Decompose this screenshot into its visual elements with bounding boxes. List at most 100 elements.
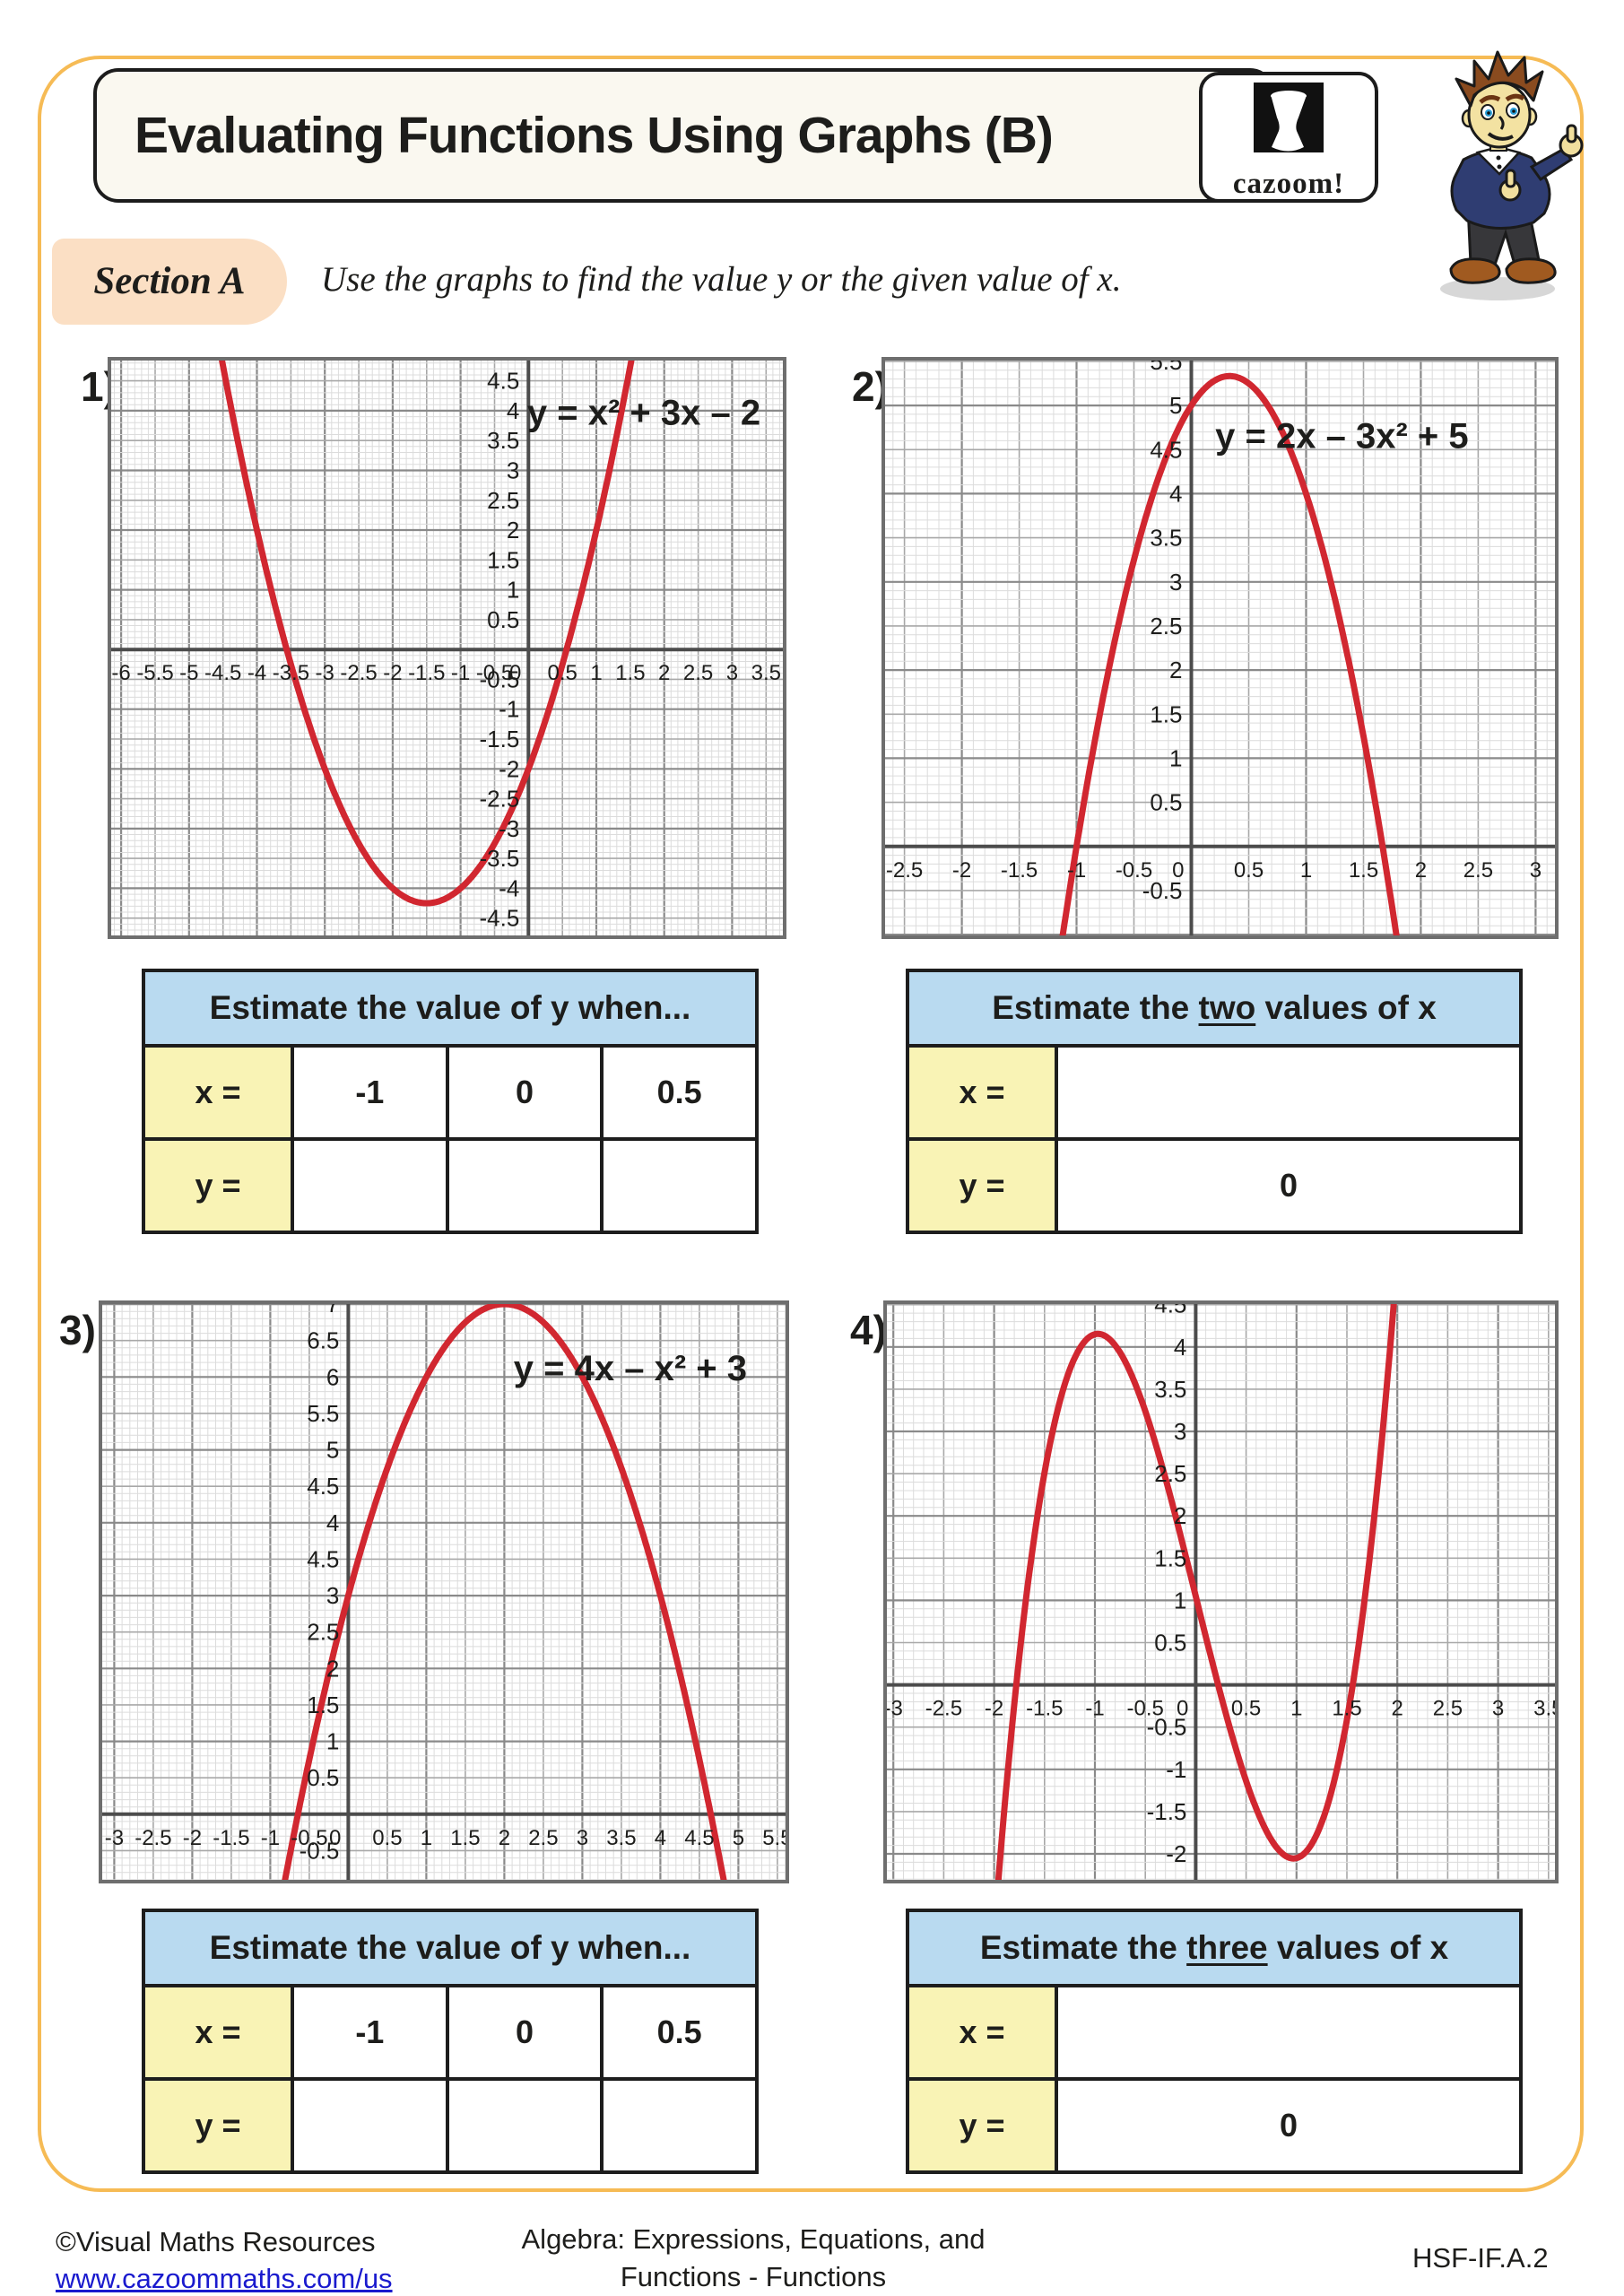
svg-text:1: 1 (421, 1826, 432, 1850)
svg-text:-2: -2 (952, 858, 971, 883)
svg-text:0.5: 0.5 (1231, 1697, 1261, 1721)
svg-text:3.5: 3.5 (487, 427, 519, 454)
svg-text:4: 4 (326, 1509, 339, 1536)
svg-text:2: 2 (1169, 657, 1182, 683)
header-text: Estimate the value of y when... (209, 1929, 691, 1966)
svg-text:0.5: 0.5 (1154, 1630, 1186, 1657)
standard-code: HSF-IF.A.2 (1412, 2242, 1549, 2274)
svg-text:0.5: 0.5 (548, 661, 578, 685)
svg-text:1.5: 1.5 (307, 1692, 339, 1718)
svg-text:0.5: 0.5 (1150, 789, 1182, 816)
svg-text:1: 1 (1174, 1587, 1186, 1613)
svg-text:3: 3 (726, 661, 738, 685)
svg-text:2.5: 2.5 (1433, 1697, 1463, 1721)
svg-text:-1.5: -1.5 (1026, 1697, 1063, 1721)
svg-text:7: 7 (326, 1300, 339, 1318)
svg-text:0: 0 (1172, 858, 1184, 883)
svg-text:2.5: 2.5 (487, 487, 519, 514)
table-header: Estimate the value of y when... (142, 1909, 759, 1987)
svg-text:4.5: 4.5 (307, 1545, 339, 1572)
svg-text:-1.5: -1.5 (1147, 1798, 1187, 1825)
section-instruction: Use the graphs to find the value y or th… (321, 260, 1122, 299)
svg-text:3: 3 (1530, 858, 1541, 883)
answer-cell-empty (1055, 1984, 1523, 2081)
svg-text:-6: -6 (111, 661, 130, 685)
given-value-cell: -1 (291, 1044, 449, 1141)
table-header: Estimate the value of y when... (142, 969, 759, 1048)
svg-text:0.5: 0.5 (1234, 858, 1264, 883)
header-underlined-word: two (1198, 989, 1256, 1026)
svg-text:2.5: 2.5 (1463, 858, 1493, 883)
given-value-cell: 0 (445, 1984, 604, 2081)
cazoom-logo-text: cazoom! (1232, 168, 1345, 200)
svg-text:-2: -2 (985, 1697, 1003, 1721)
svg-text:3: 3 (326, 1582, 339, 1609)
svg-text:4: 4 (1174, 1334, 1186, 1361)
cazoom-logo: cazoom! (1199, 72, 1378, 203)
given-value-cell: 0 (445, 1044, 604, 1141)
svg-text:5.5: 5.5 (1150, 357, 1182, 375)
svg-text:-0.5: -0.5 (291, 1826, 327, 1850)
svg-text:-5: -5 (179, 661, 198, 685)
svg-text:3.5: 3.5 (1154, 1376, 1186, 1403)
svg-text:2: 2 (658, 661, 670, 685)
given-value-cell: 0.5 (600, 1044, 759, 1141)
row-label: x = (142, 1984, 294, 2081)
answer-table-grid: Estimate the value of y when... x = -1 0 0.5… (142, 1909, 759, 2174)
svg-text:0.5: 0.5 (487, 606, 519, 633)
svg-text:1.5: 1.5 (450, 1826, 480, 1850)
svg-text:1.5: 1.5 (487, 546, 519, 573)
svg-text:3: 3 (1492, 1697, 1504, 1721)
svg-text:2.5: 2.5 (683, 661, 713, 685)
answer-cell-empty (445, 1137, 604, 1234)
svg-text:1: 1 (1169, 744, 1182, 771)
given-value-cell: -1 (291, 1984, 449, 2081)
page-accent-border (38, 56, 1584, 2192)
svg-text:2.5: 2.5 (307, 1619, 339, 1646)
svg-text:-3.5: -3.5 (273, 661, 309, 685)
svg-text:-3: -3 (316, 661, 334, 685)
row-label: y = (142, 2077, 294, 2174)
svg-text:0.5: 0.5 (307, 1764, 339, 1791)
graph-2-plot: -2.5 -2 -1.5 -1 -0.5 0 0.5 1 1.5 2 2.5 35.554.543.5… (881, 357, 1559, 939)
section-label: Section A (93, 260, 246, 302)
answer-cell-empty (445, 2077, 604, 2174)
svg-text:-0.5: -0.5 (1127, 1697, 1164, 1721)
svg-text:6: 6 (326, 1363, 339, 1390)
header-text: Estimate the (992, 989, 1199, 1026)
graph-1-plot: -6 -5.5 -5 -4.5 -4 -3.5 -3 -2.5 -2 -1.5 -1 -0.50 0.5… (108, 357, 786, 939)
svg-text:4.5: 4.5 (684, 1826, 714, 1850)
svg-text:2: 2 (326, 1655, 339, 1682)
svg-text:-1.5: -1.5 (1001, 858, 1038, 883)
svg-text:3: 3 (507, 457, 519, 484)
cazoom-link[interactable]: www.cazoommaths.com/us (56, 2262, 393, 2294)
svg-text:-3: -3 (105, 1826, 124, 1850)
footer-copyright-block: ©Visual Maths Resources www.cazoommaths.… (56, 2224, 393, 2296)
svg-text:4.5: 4.5 (1150, 436, 1182, 463)
svg-text:-2.5: -2.5 (340, 661, 377, 685)
copyright-text: ©Visual Maths Resources (56, 2226, 376, 2257)
svg-text:4: 4 (655, 1826, 666, 1850)
svg-text:1.5: 1.5 (615, 661, 645, 685)
row-label: x = (906, 1984, 1058, 2081)
answer-table-grid: Estimate the value of y when... x = -1 0 0.5… (142, 969, 759, 1234)
page-title: Evaluating Functions Using Graphs (B) (135, 107, 1054, 164)
graph-panel-3: -3 -2.5 -2 -1.5 -1 -0.5 0 0.5 1 1.5 2 2.5 3 3.5 4 4.5 5 5… (99, 1300, 789, 1883)
svg-text:1: 1 (326, 1728, 339, 1755)
svg-text:1.5: 1.5 (1150, 700, 1182, 727)
svg-text:3.5: 3.5 (606, 1826, 636, 1850)
graph-panel-4: -3 -2.5 -2 -1.5 -1 -0.5 0 0.5 1 1.5 2 2.5 3 3.5 4.5 4 3.… (883, 1300, 1559, 1883)
svg-text:-0.5: -0.5 (300, 1837, 340, 1864)
svg-text:-0.5: -0.5 (1116, 858, 1152, 883)
row-label: y = (906, 2077, 1058, 2174)
graph-panel-1: -6 -5.5 -5 -4.5 -4 -3.5 -3 -2.5 -2 -1.5 -1 -0.5 0 0.5… (108, 357, 786, 939)
mascot-illustration (1440, 50, 1584, 300)
svg-text:-0.5: -0.5 (1147, 1714, 1187, 1741)
graph-4-plot: -3 -2.5 -2 -1.5 -1 -0.5 0 0.5 1 1.5 2 2.5 3 3.54.543.… (883, 1300, 1559, 1883)
answer-cell-empty (291, 2077, 449, 2174)
section-label-pill: Section A (52, 239, 287, 325)
svg-text:1: 1 (1300, 858, 1312, 883)
